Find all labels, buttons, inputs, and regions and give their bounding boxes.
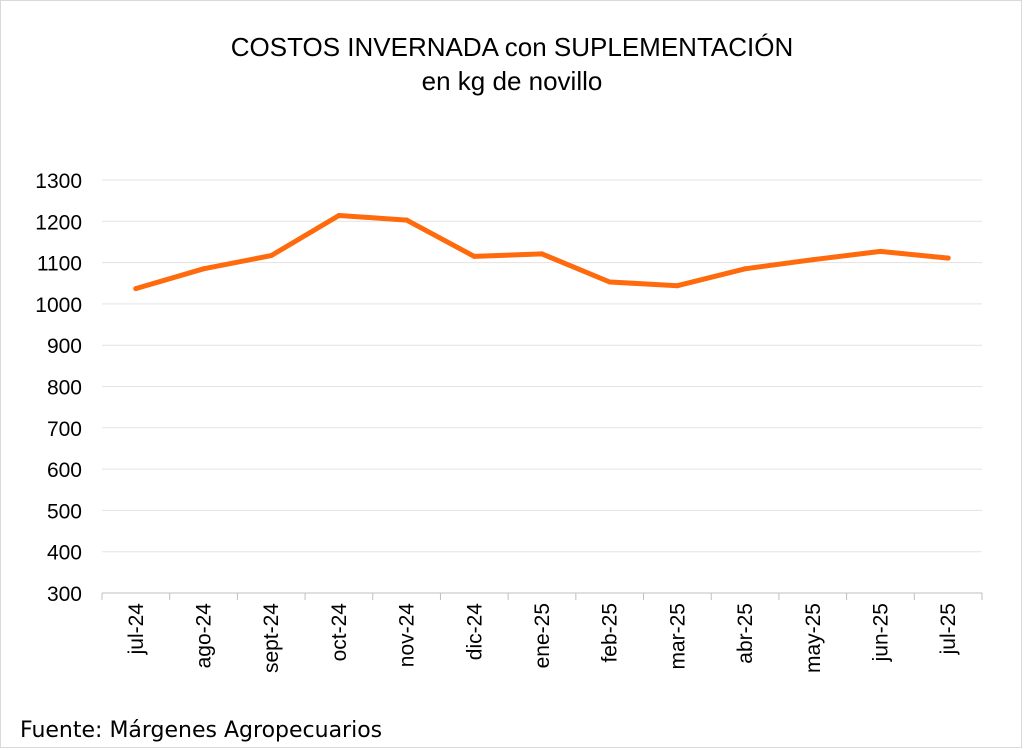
- data-point: [336, 213, 342, 219]
- x-tick-label: sept-24: [260, 603, 283, 673]
- data-point: [742, 266, 748, 272]
- y-tick-label: 400: [47, 542, 82, 565]
- x-tick-label: mar-25: [666, 603, 689, 670]
- data-point: [201, 266, 207, 272]
- x-tick-label: feb-25: [599, 603, 622, 663]
- data-point: [133, 286, 139, 292]
- x-tick-label: ene-25: [531, 603, 554, 668]
- y-tick-label: 800: [47, 377, 82, 400]
- data-point: [404, 217, 410, 223]
- x-tick-label: jun-25: [869, 603, 892, 662]
- x-tick-label: jul-25: [937, 603, 960, 655]
- chart-subtitle: en kg de novillo: [421, 66, 603, 96]
- data-point: [674, 283, 680, 289]
- y-tick-label: 500: [47, 500, 82, 523]
- x-tick-label: may-25: [802, 603, 825, 673]
- x-tick-label: abr-25: [734, 603, 757, 664]
- data-point: [810, 257, 816, 263]
- y-tick-label: 1000: [35, 294, 82, 317]
- x-tick-label: dic-24: [463, 603, 486, 661]
- y-tick-label: 1200: [35, 211, 82, 234]
- y-tick-label: 1300: [35, 170, 82, 193]
- data-point: [607, 279, 613, 285]
- y-tick-label: 300: [47, 583, 82, 606]
- data-point: [945, 255, 951, 261]
- data-point: [268, 253, 274, 259]
- chart-title-block: COSTOS INVERNADA con SUPLEMENTACIÓN en k…: [0, 30, 1024, 98]
- x-tick-label: ago-24: [193, 603, 216, 669]
- x-tick-label: nov-24: [396, 603, 419, 668]
- y-tick-label: 1100: [37, 253, 82, 276]
- x-tick-label: oct-24: [328, 603, 351, 662]
- data-point: [539, 251, 545, 257]
- y-tick-label: 700: [47, 418, 82, 441]
- x-tick-label: jul-24: [125, 603, 148, 656]
- y-tick-label: 900: [47, 335, 82, 358]
- data-point: [877, 248, 883, 254]
- y-tick-label: 600: [47, 459, 82, 482]
- chart-title: COSTOS INVERNADA con SUPLEMENTACIÓN: [230, 32, 794, 62]
- source-note: Fuente: Márgenes Agropecuarios: [20, 718, 383, 743]
- line-chart: 1300 1200 1100 1000 900 800 700 600 500 400 300 jul…: [35, 170, 983, 673]
- data-point: [471, 253, 477, 259]
